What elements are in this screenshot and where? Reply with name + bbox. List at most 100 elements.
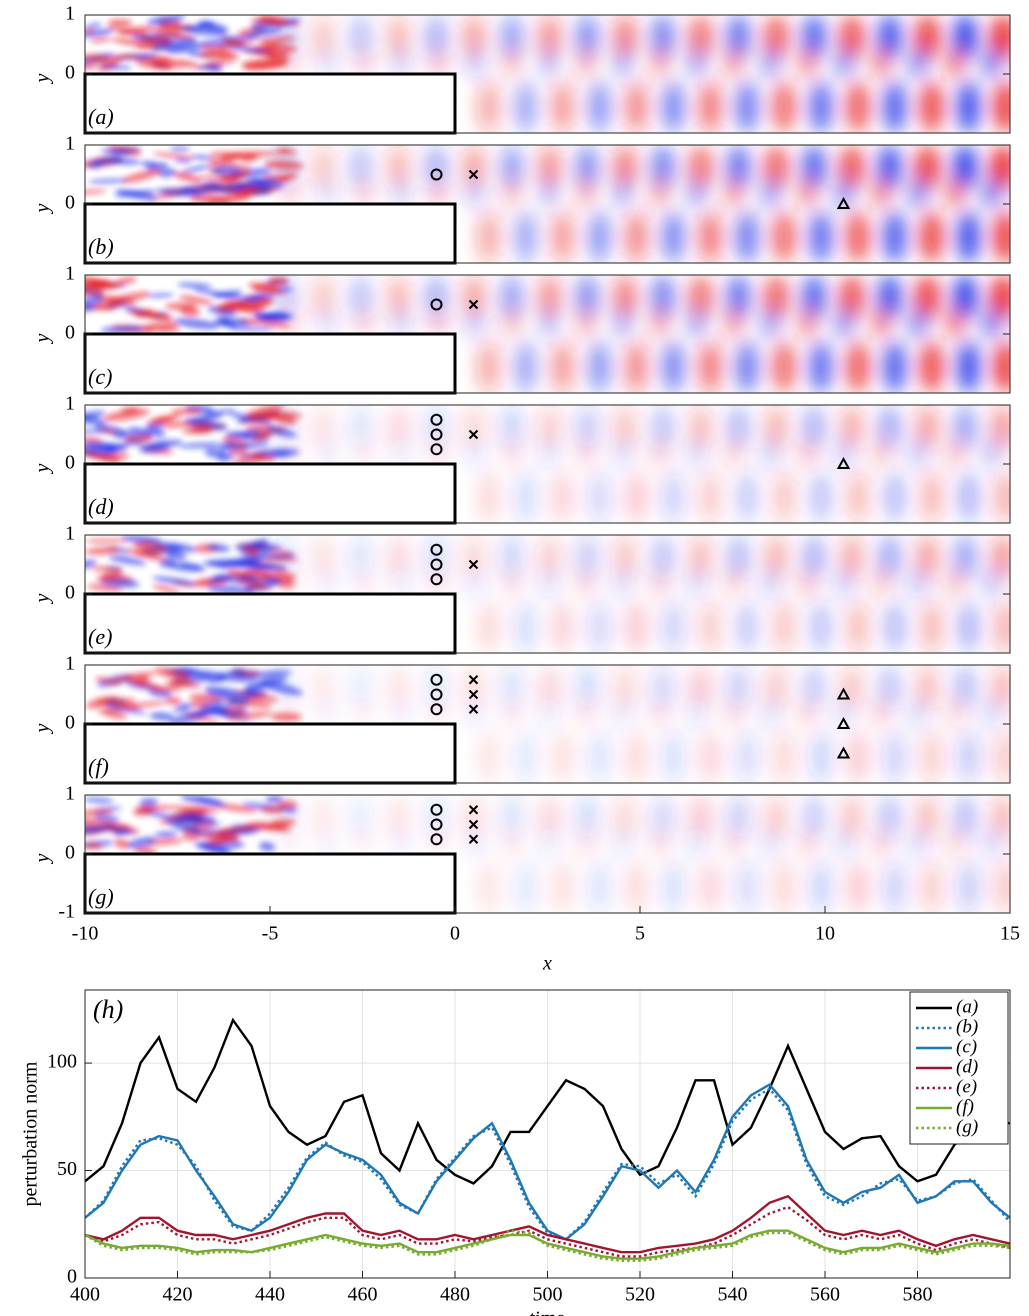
wave-blob: [648, 307, 671, 339]
panel-label: (h): [93, 995, 123, 1024]
wave-blob: [1018, 437, 1029, 469]
wave-blob: [952, 535, 978, 579]
wave-blob: [550, 731, 575, 783]
wave-blob: [499, 145, 525, 189]
wave-blob: [575, 827, 597, 859]
panel-label: (b): [88, 234, 114, 259]
y-tick-label: 0: [65, 582, 75, 604]
streak: [136, 543, 168, 554]
x-tick-label: 15: [1000, 923, 1020, 945]
streak: [198, 176, 229, 181]
wave-blob: [698, 211, 722, 263]
field-streaks: [85, 535, 299, 595]
streak: [152, 584, 180, 593]
wave-blob: [514, 601, 538, 653]
streak: [272, 570, 296, 582]
wave-blob: [993, 211, 1010, 263]
field-pattern: [85, 15, 1010, 133]
streak: [146, 414, 181, 425]
probe-cross: [468, 675, 479, 685]
wave-blob: [993, 341, 1010, 393]
wave-blob: [759, 437, 782, 469]
wave-blob: [353, 177, 376, 209]
y-axis-label: perturbation norm: [20, 1061, 42, 1206]
wave-blob: [907, 697, 929, 729]
streak: [121, 406, 140, 414]
wave-blob: [796, 47, 819, 79]
panel-label: (d): [88, 494, 114, 519]
streak: [85, 295, 104, 306]
streak: [206, 543, 231, 553]
wave-blob: [427, 47, 450, 79]
wave-blob: [956, 211, 981, 263]
series-line: [85, 1205, 1010, 1258]
wave-blob: [870, 177, 893, 209]
streak: [248, 452, 276, 462]
wave-blob: [499, 795, 525, 839]
wave-blob: [574, 145, 600, 189]
wave-blob: [735, 861, 759, 913]
wave-blob: [846, 731, 870, 783]
series-line: [85, 1229, 1010, 1262]
series-line: [85, 1229, 1010, 1260]
y-tick-label: -1: [58, 901, 75, 923]
wave-blob: [772, 341, 796, 393]
streak: [100, 148, 133, 156]
wave-blob: [661, 731, 685, 783]
wave-blob: [846, 341, 870, 393]
probe-circle: [430, 803, 443, 816]
x-tick-label: 5: [635, 923, 645, 945]
wave-blob: [390, 697, 413, 729]
wave-blob: [316, 827, 339, 859]
wave-blob: [611, 177, 634, 209]
wave-blob: [809, 81, 833, 133]
field-streaks: [85, 145, 304, 206]
streak: [250, 18, 289, 26]
probe-circle: [430, 703, 443, 716]
wave-blob: [952, 275, 978, 319]
wave-blob: [883, 211, 907, 263]
streak: [179, 295, 214, 305]
wave-blob: [575, 47, 597, 79]
wave-blob: [833, 697, 856, 729]
wave-blob: [661, 81, 685, 133]
streak: [169, 146, 190, 152]
wave-blob: [537, 795, 563, 839]
wave-blob: [759, 827, 782, 859]
wave-blob: [499, 275, 525, 319]
streak: [85, 414, 107, 426]
wave-blob: [833, 437, 856, 469]
wave-blob: [390, 827, 413, 859]
wave-blob: [624, 211, 649, 263]
wave-blob: [735, 341, 759, 393]
wave-blob: [1018, 177, 1029, 209]
legend-label: (g): [956, 1116, 978, 1137]
x-tick-label: 400: [70, 1284, 100, 1306]
streak: [268, 276, 289, 286]
wave-blob: [501, 307, 523, 339]
wave-blob: [907, 437, 929, 469]
wave-blob: [735, 471, 759, 523]
wave-blob: [390, 437, 413, 469]
streak: [110, 38, 159, 48]
wave-blob: [833, 567, 856, 599]
wave-blob: [883, 731, 907, 783]
wave-blob: [846, 81, 870, 133]
streak: [142, 321, 179, 331]
wave-blob: [809, 471, 833, 523]
wave-blob: [575, 697, 597, 729]
streak: [249, 298, 276, 306]
wave-blob: [722, 697, 745, 729]
wave-blob: [980, 567, 1003, 599]
wave-blob: [501, 827, 523, 859]
streak: [100, 325, 145, 334]
x-tick-label: 440: [255, 1284, 285, 1306]
wave-blob: [661, 341, 685, 393]
field-blobs: [273, 535, 1010, 653]
wave-blob: [461, 15, 487, 59]
probe-triangle: [836, 746, 851, 759]
streak: [173, 172, 203, 183]
streak: [276, 800, 298, 809]
wave-blob: [952, 665, 978, 709]
streak: [124, 548, 170, 562]
